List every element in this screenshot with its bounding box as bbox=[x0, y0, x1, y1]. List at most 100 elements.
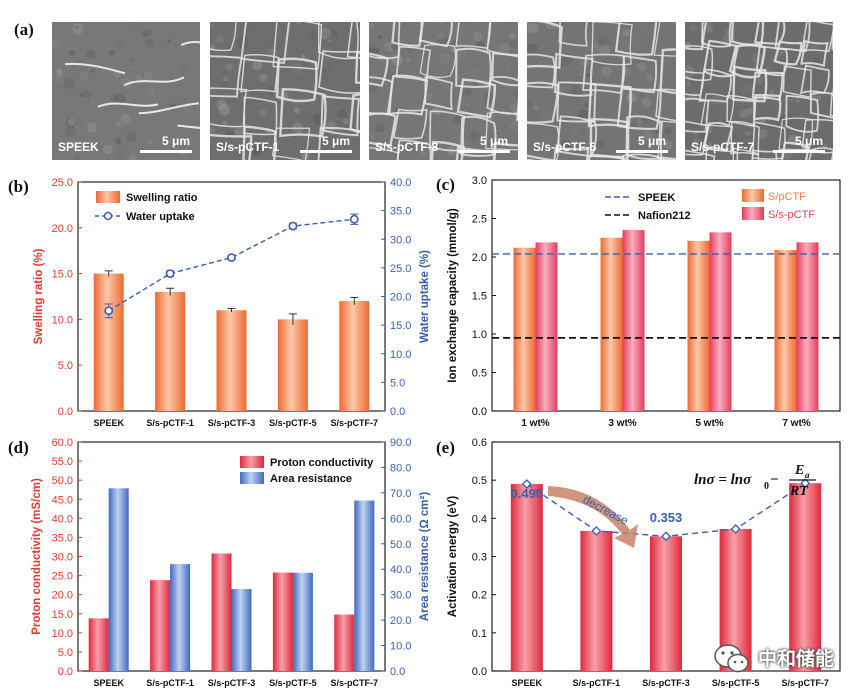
legend-label: SPEEK bbox=[638, 192, 675, 204]
x-tick-label: S/s-pCTF-3 bbox=[208, 678, 256, 688]
equation-lhs: lnσ = lnσ bbox=[694, 472, 752, 488]
y2-tick-label: 70.0 bbox=[390, 488, 411, 500]
x-tick-label: SPEEK bbox=[93, 418, 124, 428]
sem-texture bbox=[210, 22, 360, 160]
y-tick-label: 3.0 bbox=[472, 175, 487, 187]
y2-tick-label: 60.0 bbox=[390, 513, 411, 525]
scale-bar bbox=[458, 150, 510, 153]
legend-swatch bbox=[240, 472, 264, 484]
bar-swelling-ratio bbox=[277, 319, 308, 411]
sem-image-s-pctf-7: S/s-pCTF-7 5 μm bbox=[685, 22, 833, 160]
chart-b-y-axis: 0.0 5.0 10.0 15.0 20.0 25.0 bbox=[52, 177, 82, 418]
sem-texture bbox=[685, 22, 833, 160]
sem-image-s-pctf-5: S/s-pCTF-5 5 μm bbox=[527, 22, 676, 160]
annotation-decrease: decrease bbox=[581, 492, 631, 528]
x-tick-label: SPEEK bbox=[512, 678, 543, 688]
legend-label: Proton conductivity bbox=[270, 457, 374, 469]
y-tick-label: 0.0 bbox=[58, 406, 73, 418]
watermark-text: 中和储能 bbox=[758, 648, 835, 670]
watermark: 中和储能 bbox=[712, 640, 852, 676]
x-tick-label: S/s-pCTF-3 bbox=[208, 418, 256, 428]
legend-label: S/pCTF bbox=[768, 191, 806, 203]
y2-tick-label: 40.0 bbox=[390, 564, 411, 576]
y2-tick-label: 10.0 bbox=[390, 349, 411, 361]
chart-c-legend: SPEEK Nafion212 S/pCTF S/s-pCTF bbox=[605, 189, 815, 222]
y2-tick-label: 15.0 bbox=[390, 320, 411, 332]
scale-bar bbox=[773, 150, 825, 153]
y-tick-label: 0.6 bbox=[472, 437, 487, 449]
sem-caption: S/s-pCTF-7 bbox=[691, 140, 755, 154]
y-tick-label: 0.5 bbox=[472, 475, 487, 487]
legend-label: Area resistance bbox=[270, 473, 352, 485]
trend-point bbox=[591, 526, 602, 536]
panel-c-label: (c) bbox=[436, 175, 455, 194]
y2-tick-label: 30.0 bbox=[390, 590, 411, 602]
bar-s-pctf bbox=[513, 247, 536, 411]
panel-e-label: (e) bbox=[436, 438, 455, 457]
legend-label-water-uptake: Water uptake bbox=[126, 211, 195, 223]
decrease-arrow bbox=[548, 486, 638, 548]
y-tick-label: 0.5 bbox=[472, 368, 487, 380]
bar-swelling-ratio bbox=[216, 310, 247, 411]
y-tick-label: 0.0 bbox=[472, 666, 487, 678]
annotation-value-speek: 0.490 bbox=[511, 486, 544, 501]
chart-d-y2label: Area resistance (Ω cm²) bbox=[419, 492, 431, 622]
sem-image-s-pctf-1: S/s-pCTF-1 5 μm bbox=[210, 22, 360, 160]
x-tick-label: 5 wt% bbox=[695, 418, 723, 429]
bar-s-s-pctf bbox=[796, 242, 819, 411]
trend-point bbox=[800, 478, 811, 489]
scale-bar bbox=[300, 150, 352, 153]
scale-bar-label: 5 μm bbox=[321, 134, 350, 148]
bar-area-resistance bbox=[108, 488, 129, 671]
bar-area-resistance bbox=[292, 572, 313, 671]
chart-b-y2label: Water uptake (%) bbox=[419, 250, 431, 343]
wechat-icon bbox=[714, 644, 749, 673]
trend-point bbox=[661, 531, 671, 542]
y2-tick-label: 90.0 bbox=[390, 437, 411, 449]
y2-tick-label: 35.0 bbox=[390, 206, 411, 218]
y-tick-label: 55.0 bbox=[52, 456, 73, 468]
equation-minus: − bbox=[770, 472, 779, 488]
equation-numerator: E bbox=[794, 463, 804, 478]
scale-bar-label: 5 μm bbox=[637, 134, 666, 148]
sem-texture bbox=[52, 22, 200, 160]
y2-tick-label: 5.0 bbox=[390, 377, 405, 389]
y-tick-label: 1.5 bbox=[472, 291, 487, 303]
point-water-uptake bbox=[227, 253, 236, 262]
x-tick-label: 3 wt% bbox=[608, 418, 636, 429]
y-tick-label: 60.0 bbox=[52, 437, 73, 449]
y2-tick-label: 80.0 bbox=[390, 462, 411, 474]
chart-d-ylabel: Proton conductivity (mS/cm) bbox=[31, 478, 43, 635]
y-tick-label: 1.0 bbox=[472, 329, 487, 341]
y-tick-label: 45.0 bbox=[52, 494, 73, 506]
x-tick-label: S/s-pCTF-5 bbox=[269, 418, 317, 428]
trend-point bbox=[521, 479, 532, 489]
bar-proton-conductivity bbox=[272, 572, 293, 671]
bar-s-s-pctf bbox=[709, 232, 732, 411]
y-tick-label: 20.0 bbox=[52, 590, 73, 602]
sem-texture bbox=[369, 22, 518, 160]
equation-denominator: RT bbox=[789, 484, 809, 499]
sem-caption: S/s-pCTF-3 bbox=[375, 140, 439, 154]
y-tick-label: 10.0 bbox=[52, 628, 73, 640]
bar-proton-conductivity bbox=[150, 580, 171, 671]
bar-swelling-ratio bbox=[155, 291, 186, 411]
chart-d-legend: Proton conductivity Area resistance bbox=[240, 456, 374, 485]
y2-tick-label: 0.0 bbox=[390, 406, 405, 418]
bar-s-pctf bbox=[774, 250, 797, 411]
y-tick-label: 15.0 bbox=[52, 269, 73, 281]
y-tick-label: 0.2 bbox=[472, 590, 487, 602]
y2-tick-label: 20.0 bbox=[390, 615, 411, 627]
sem-caption: S/s-pCTF-1 bbox=[216, 140, 280, 154]
y2-tick-label: 40.0 bbox=[390, 177, 411, 189]
panel-a-label: (a) bbox=[14, 20, 34, 39]
chart-c-ylabel: Ion exchange capacity (mmol/g) bbox=[447, 208, 459, 383]
bar-area-resistance bbox=[354, 500, 375, 671]
bar-s-s-pctf bbox=[535, 242, 558, 411]
chart-b-legend: Swelling ratio Water uptake bbox=[95, 191, 198, 223]
annotation-value-s-pctf-3: 0.353 bbox=[650, 510, 683, 525]
scale-bar-label: 5 μm bbox=[794, 134, 823, 148]
point-water-uptake bbox=[288, 221, 298, 231]
y-tick-label: 15.0 bbox=[52, 609, 73, 621]
